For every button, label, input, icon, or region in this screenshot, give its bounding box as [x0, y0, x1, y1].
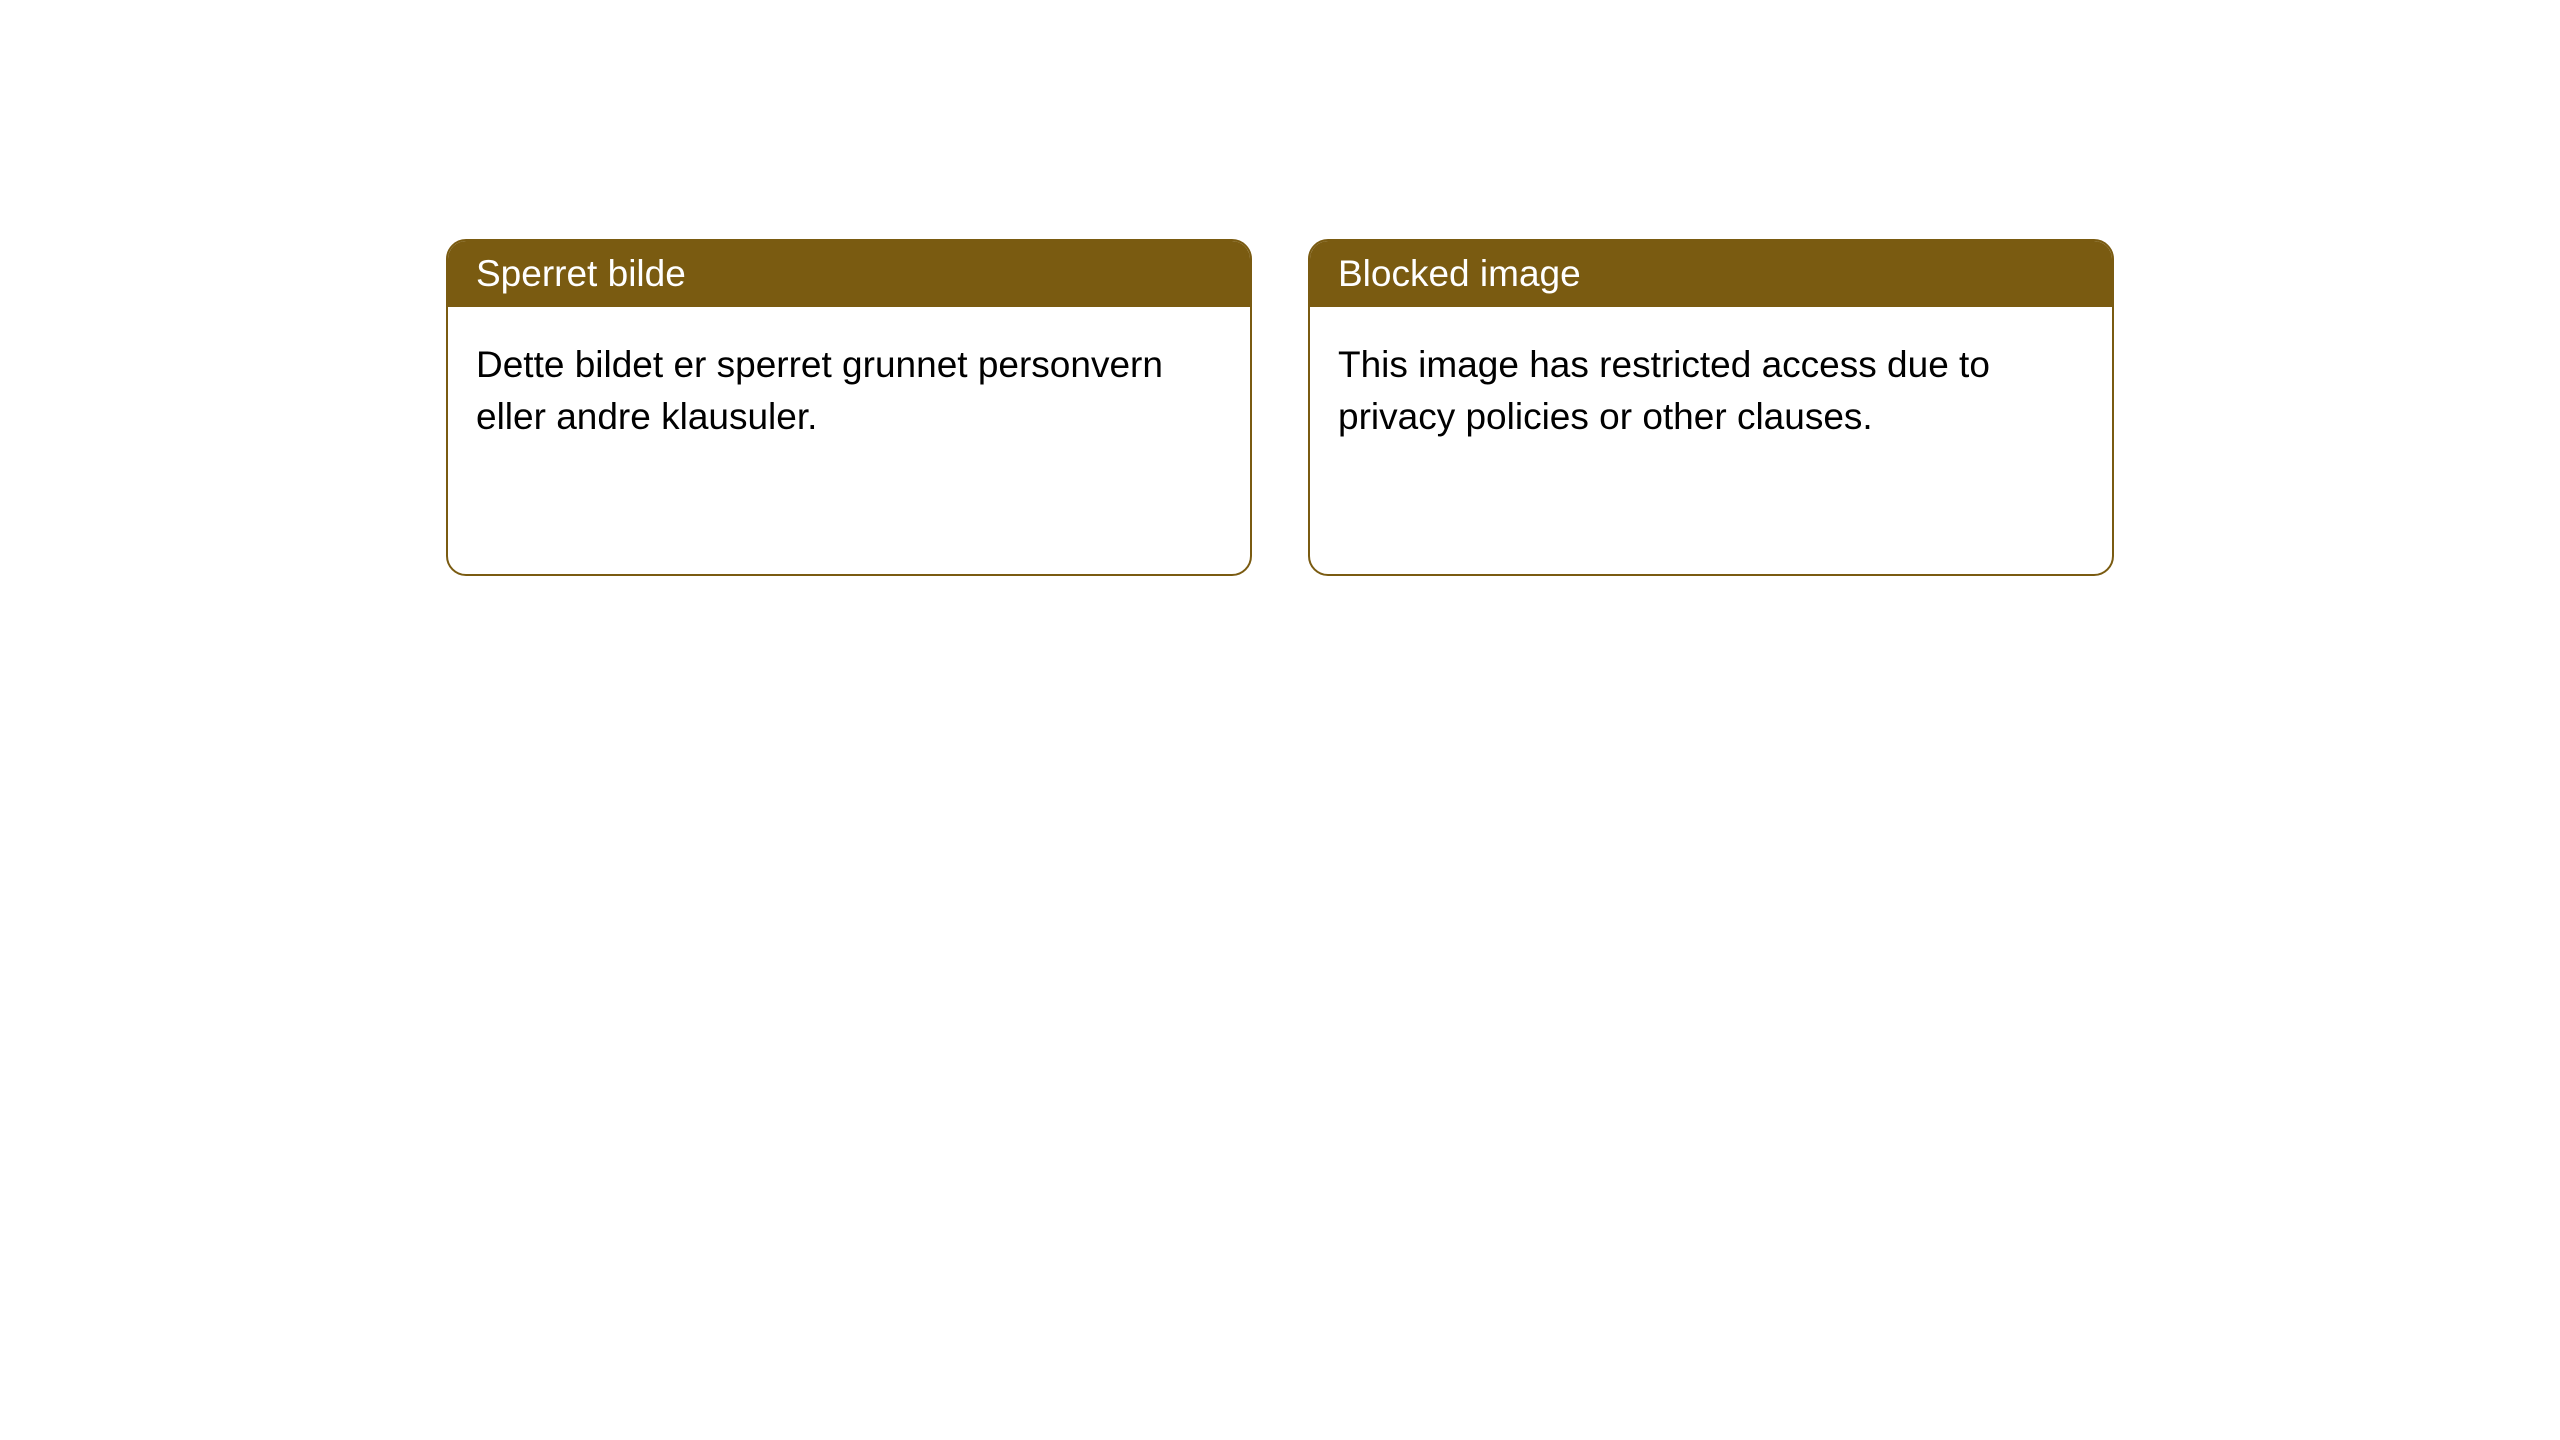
notice-header: Blocked image [1310, 241, 2112, 307]
notice-card-norwegian: Sperret bilde Dette bildet er sperret gr… [446, 239, 1252, 576]
notice-container: Sperret bilde Dette bildet er sperret gr… [446, 239, 2114, 576]
notice-body-text: This image has restricted access due to … [1338, 344, 1990, 437]
notice-body: This image has restricted access due to … [1310, 307, 2112, 475]
notice-body-text: Dette bildet er sperret grunnet personve… [476, 344, 1163, 437]
notice-title: Sperret bilde [476, 253, 686, 294]
notice-card-english: Blocked image This image has restricted … [1308, 239, 2114, 576]
notice-header: Sperret bilde [448, 241, 1250, 307]
notice-body: Dette bildet er sperret grunnet personve… [448, 307, 1250, 475]
notice-title: Blocked image [1338, 253, 1581, 294]
